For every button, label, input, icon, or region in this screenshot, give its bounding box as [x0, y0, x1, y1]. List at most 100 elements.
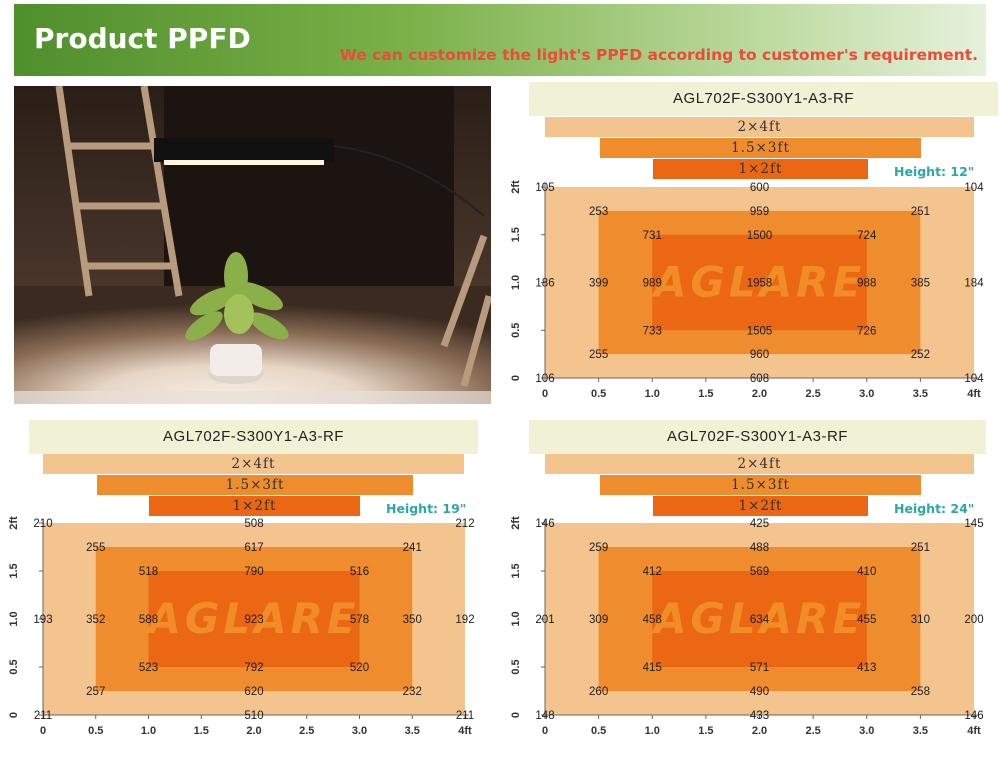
tier-2x4: 2×4ft	[545, 454, 974, 474]
x-tick-label: 0	[542, 388, 548, 400]
y-tick-label: 1.0	[510, 611, 522, 626]
ppfd-value: 257	[86, 686, 105, 698]
ppfd-value: 923	[244, 614, 263, 626]
ppfd-value: 184	[964, 278, 984, 290]
ppfd-grid-chart: AGLARE 0 0.5 1.0 1.5 2.0 2.5 3.0 3.5 4ft 0 0.5 1.0 1.…	[510, 180, 984, 400]
ppfd-panel-19in: AGL702F-S300Y1-A3-RF 2×4ft 1.5×3ft 1×2ft…	[0, 418, 478, 748]
x-tick-label: 2.5	[805, 725, 820, 737]
y-tick-label: 1.0	[8, 611, 20, 626]
ppfd-value: 988	[857, 278, 876, 290]
y-tick-label: 0	[8, 712, 20, 718]
tier-2x4: 2×4ft	[43, 454, 464, 474]
y-tick-label: 2ft	[510, 180, 522, 194]
y-tick-label: 1.5	[510, 563, 522, 578]
y-tick-label: 0	[510, 375, 522, 381]
zone-1x2	[652, 571, 867, 667]
ppfd-value: 520	[350, 662, 369, 674]
ppfd-value: 488	[750, 542, 769, 554]
watermark-logo: AGLARE	[145, 594, 359, 643]
model-bar: AGL702F-S300Y1-A3-RF	[529, 420, 986, 454]
height-label: Height: 12"	[894, 164, 975, 179]
y-tick-label: 2ft	[8, 516, 20, 530]
x-tick-label: 4ft	[967, 388, 981, 400]
ppfd-value: 724	[857, 230, 877, 242]
ppfd-value: 193	[33, 614, 52, 626]
x-tick-label: 1.0	[141, 725, 156, 737]
x-tick-label: 2.5	[299, 725, 314, 737]
x-tick-label: 3.0	[859, 388, 874, 400]
ppfd-grid-chart: AGLARE 0 0.5 1.0 1.5 2.0 2.5 3.0 3.5 4ft 0 0.5 1.0 1.…	[8, 516, 475, 737]
product-photo	[14, 86, 491, 404]
ppfd-value: 106	[535, 373, 554, 385]
height-label: Height: 19"	[386, 501, 467, 516]
x-tick-label: 3.5	[405, 725, 420, 737]
model-bar: AGL702F-S300Y1-A3-RF	[29, 420, 478, 454]
ppfd-value: 458	[643, 614, 662, 626]
grow-light-photo-illustration	[14, 86, 491, 404]
ppfd-value: 232	[403, 686, 422, 698]
ppfd-value: 211	[456, 710, 474, 722]
ppfd-value: 258	[911, 686, 930, 698]
y-tick-label: 1.5	[510, 227, 522, 242]
ppfd-value: 790	[244, 566, 263, 578]
tier-1x2: 1×2ft	[149, 496, 360, 516]
ppfd-value: 210	[33, 518, 52, 530]
ppfd-value: 241	[403, 542, 422, 554]
x-tick-label: 0.5	[88, 725, 103, 737]
ppfd-value: 105	[535, 182, 554, 194]
ppfd-value: 413	[857, 662, 876, 674]
x-tick-label: 0.5	[591, 388, 606, 400]
ppfd-value: 186	[535, 278, 554, 290]
ppfd-value: 192	[455, 614, 474, 626]
x-tick-label: 1.5	[698, 725, 713, 737]
ppfd-value: 731	[643, 230, 662, 242]
header-banner: Product PPFD We can customize the light'…	[14, 4, 986, 76]
watermark-logo: AGLARE	[651, 594, 865, 643]
x-tick-label: 3.0	[859, 725, 874, 737]
ppfd-value: 634	[750, 614, 770, 626]
ppfd-value: 571	[750, 662, 769, 674]
ppfd-value: 617	[244, 542, 263, 554]
ppfd-value: 490	[750, 686, 769, 698]
page-title: Product PPFD	[34, 22, 251, 55]
tier-1x2: 1×2ft	[653, 159, 868, 179]
y-tick-label: 0.5	[8, 659, 20, 674]
tier-1_5x3: 1.5×3ft	[600, 138, 921, 158]
ppfd-value: 104	[964, 182, 984, 194]
ppfd-value: 523	[139, 662, 158, 674]
ppfd-value: 255	[86, 542, 105, 554]
y-tick-label: 0.5	[510, 659, 522, 674]
y-tick-label: 0	[510, 712, 522, 718]
ppfd-value: 588	[139, 614, 158, 626]
ppfd-value: 104	[964, 373, 984, 385]
ppfd-value: 200	[964, 614, 983, 626]
ppfd-value: 255	[589, 349, 608, 361]
ppfd-value: 352	[86, 614, 105, 626]
ppfd-value: 600	[750, 182, 769, 194]
page-subtitle: We can customize the light's PPFD accord…	[339, 46, 978, 64]
ppfd-value: 253	[589, 206, 608, 218]
x-tick-label: 0	[40, 725, 46, 737]
ppfd-value: 310	[911, 614, 930, 626]
ppfd-value: 1500	[747, 230, 773, 242]
model-bar: AGL702F-S300Y1-A3-RF	[529, 82, 998, 116]
ppfd-value: 1958	[747, 278, 773, 290]
ppfd-value: 251	[911, 542, 930, 554]
ppfd-value: 350	[403, 614, 422, 626]
ppfd-value: 433	[750, 710, 769, 722]
ppfd-value: 399	[589, 278, 608, 290]
tier-1_5x3: 1.5×3ft	[600, 475, 921, 495]
zone-1x2	[148, 571, 360, 667]
x-tick-label: 0	[542, 725, 548, 737]
watermark-logo: AGLARE	[651, 258, 865, 307]
ppfd-value: 578	[350, 614, 369, 626]
y-tick-label: 1.5	[8, 563, 20, 578]
y-tick-label: 1.0	[510, 275, 522, 290]
tier-1_5x3: 1.5×3ft	[97, 475, 413, 495]
ppfd-value: 145	[964, 518, 983, 530]
y-tick-label: 0.5	[510, 323, 522, 338]
tier-2x4: 2×4ft	[545, 117, 974, 137]
ppfd-value: 425	[750, 518, 769, 530]
ppfd-value: 792	[244, 662, 263, 674]
ppfd-panel-24in: AGL702F-S300Y1-A3-RF 2×4ft 1.5×3ft 1×2ft…	[500, 418, 986, 748]
